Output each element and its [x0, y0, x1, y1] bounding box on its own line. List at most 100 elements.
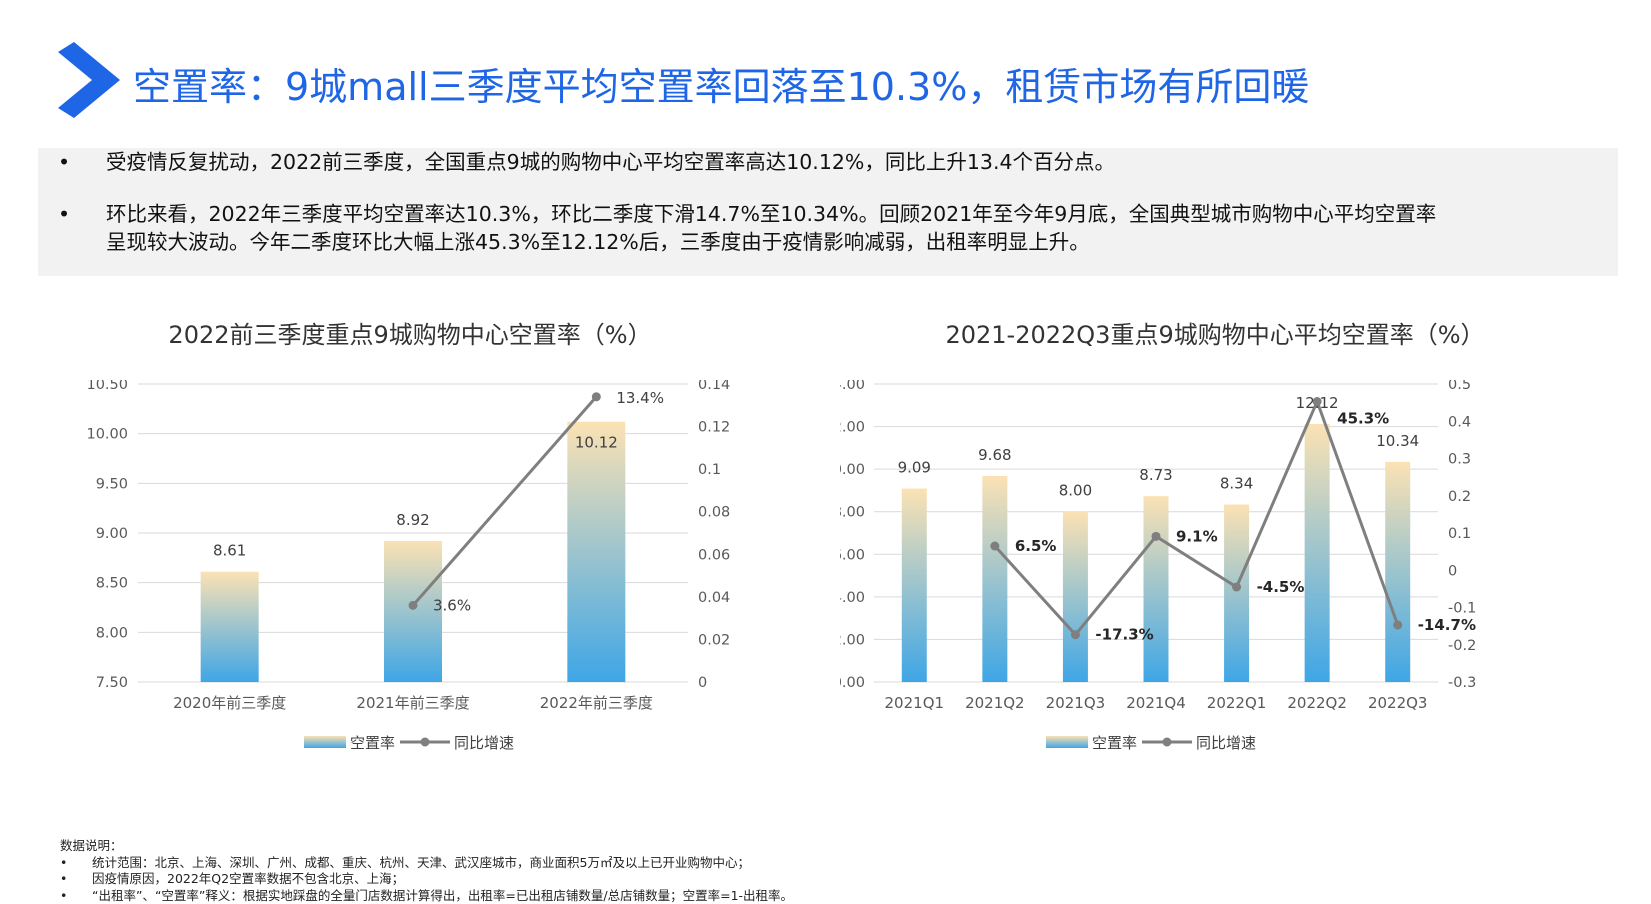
data-notes: 数据说明： • 统计范围：北京、上海、深圳、广州、成都、重庆、杭州、天津、武汉座城…	[60, 838, 793, 904]
x-tick-label: 2022Q2	[1287, 694, 1347, 712]
x-tick-label: 2021Q2	[965, 694, 1025, 712]
line-data-label: 45.3%	[1337, 410, 1389, 428]
y-right-tick-label: -0.3	[1448, 675, 1476, 691]
y-left-tick-label: 8.00	[840, 505, 865, 521]
line-point	[1232, 582, 1242, 592]
bar-data-label: 9.68	[978, 446, 1011, 464]
line-point	[408, 600, 418, 610]
x-tick-label: 2021Q4	[1126, 694, 1186, 712]
bullet-text-continued: 呈现较大波动。今年二季度环比大幅上涨45.3%至12.12%后，三季度由于疫情影…	[106, 230, 1090, 254]
page-title: 空置率：9城mall三季度平均空置率回落至10.3%，租赁市场有所回暖	[133, 65, 1310, 109]
chart-1-title: 2022前三季度重点9城购物中心空置率（%）	[168, 321, 652, 349]
y-right-tick-label: 0.1	[698, 462, 721, 478]
y-left-tick-label: 10.50	[86, 380, 128, 393]
line-data-label: -14.7%	[1418, 616, 1476, 634]
y-left-tick-label: 4.00	[840, 590, 865, 606]
y-right-tick-label: 0.12	[698, 420, 730, 436]
legend-label-bar: 空置率	[350, 734, 395, 752]
line-point	[990, 541, 1000, 551]
y-left-tick-label: 10.00	[840, 462, 865, 478]
x-tick-label: 2022Q1	[1207, 694, 1267, 712]
bar-data-label: 8.73	[1139, 466, 1172, 484]
notes-item: • 因疫情原因，2022年Q2空置率数据不包含北京、上海；	[60, 871, 405, 886]
x-tick-label: 2021年前三季度	[356, 694, 469, 712]
y-right-tick-label: 0.04	[698, 590, 730, 606]
y-right-tick-label: 0.3	[1448, 452, 1471, 468]
y-right-tick-label: 0.08	[698, 505, 730, 521]
bar-data-label: 9.09	[898, 459, 931, 477]
bar-data-label: 8.92	[396, 511, 429, 529]
line-data-label: 6.5%	[1015, 537, 1057, 555]
bar	[901, 488, 927, 682]
line-point	[591, 392, 601, 402]
bullet-mark: •	[58, 150, 71, 174]
bar-data-label: 8.61	[213, 542, 246, 560]
y-left-tick-label: 10.00	[86, 427, 128, 443]
bar-data-label: 10.12	[575, 434, 618, 452]
y-right-tick-label: 0.5	[1448, 380, 1471, 393]
y-left-tick-label: 8.00	[96, 625, 128, 641]
chart-1: 7.50 8.00 8.50 9.00 9.50 10.00 10.50 0 0.02 0.04 0…	[86, 380, 730, 752]
x-tick-label: 2022年前三季度	[540, 694, 653, 712]
y-right-tick-label: 0.14	[698, 380, 730, 393]
y-right-tick-label: -0.2	[1448, 638, 1476, 654]
y-right-tick-label: 0.06	[698, 547, 730, 563]
bar	[1143, 496, 1169, 682]
bar	[200, 571, 259, 682]
y-right-tick-label: -0.1	[1448, 601, 1476, 617]
y-left-tick-label: 9.50	[96, 476, 128, 492]
legend-marker-line	[1162, 737, 1172, 747]
y-right-tick-label: 0	[1448, 563, 1457, 579]
notes-item: • 统计范围：北京、上海、深圳、广州、成都、重庆、杭州、天津、武汉座城市，商业面积…	[60, 854, 750, 870]
line-data-label: 3.6%	[433, 596, 471, 614]
y-right-tick-label: 0.2	[1448, 489, 1471, 505]
legend-label-line: 同比增速	[1196, 734, 1256, 752]
bar	[1304, 424, 1330, 682]
y-right-tick-label: 0.4	[1448, 414, 1471, 430]
brand-chevron-logo	[58, 42, 120, 118]
summary-box: • 受疫情反复扰动，2022前三季度，全国重点9城的购物中心平均空置率高达10.…	[38, 148, 1618, 276]
line-data-label: 9.1%	[1176, 527, 1218, 545]
bar	[1224, 504, 1250, 682]
bar-data-label: 10.34	[1376, 432, 1419, 450]
chart-2-title: 2021-2022Q3重点9城购物中心平均空置率（%）	[945, 321, 1485, 349]
bar-data-label: 8.34	[1220, 474, 1253, 492]
line-point	[1312, 397, 1322, 407]
legend-swatch-bar	[1046, 736, 1088, 748]
legend-label-line: 同比增速	[454, 734, 514, 752]
y-left-tick-label: 0.00	[840, 675, 865, 691]
y-right-tick-label: 0	[698, 675, 707, 691]
line-data-label: -17.3%	[1095, 626, 1153, 644]
bar-data-label: 12.12	[1296, 394, 1339, 412]
line-point	[1151, 531, 1161, 541]
line-series-path	[993, 397, 1400, 637]
x-tick-label: 2021Q1	[885, 694, 945, 712]
legend-swatch-bar	[304, 736, 346, 748]
legend-marker-line	[420, 737, 430, 747]
line-series-path	[411, 395, 598, 607]
line-data-label: 13.4%	[616, 389, 664, 407]
y-left-tick-label: 14.00	[840, 380, 865, 393]
x-tick-label: 2020年前三季度	[173, 694, 286, 712]
notes-item: • “出租率”、“空置率”释义：根据实地踩盘的全量门店数据计算得出，出租率=已出租…	[60, 887, 794, 903]
bullet-mark: •	[58, 202, 71, 226]
y-left-tick-label: 9.00	[96, 526, 128, 542]
y-right-tick-label: 0.02	[698, 632, 730, 648]
y-left-tick-label: 8.50	[96, 576, 128, 592]
y-left-tick-label: 2.00	[840, 632, 865, 648]
bar	[1062, 511, 1088, 682]
bar	[384, 540, 442, 682]
line-point	[1070, 630, 1080, 640]
x-tick-label: 2021Q3	[1046, 694, 1106, 712]
line-data-label: -4.5%	[1257, 578, 1305, 596]
line-point	[1393, 620, 1403, 630]
bullet-text: 受疫情反复扰动，2022前三季度，全国重点9城的购物中心平均空置率高达10.12…	[106, 150, 1116, 174]
bar-data-label: 8.00	[1059, 482, 1092, 500]
y-left-tick-label: 12.00	[840, 420, 865, 436]
bar	[1385, 461, 1411, 682]
legend-label-bar: 空置率	[1092, 734, 1137, 752]
bar	[567, 421, 626, 682]
y-right-tick-label: 0.1	[1448, 526, 1471, 542]
y-left-tick-label: 6.00	[840, 547, 865, 563]
bar	[982, 475, 1008, 682]
